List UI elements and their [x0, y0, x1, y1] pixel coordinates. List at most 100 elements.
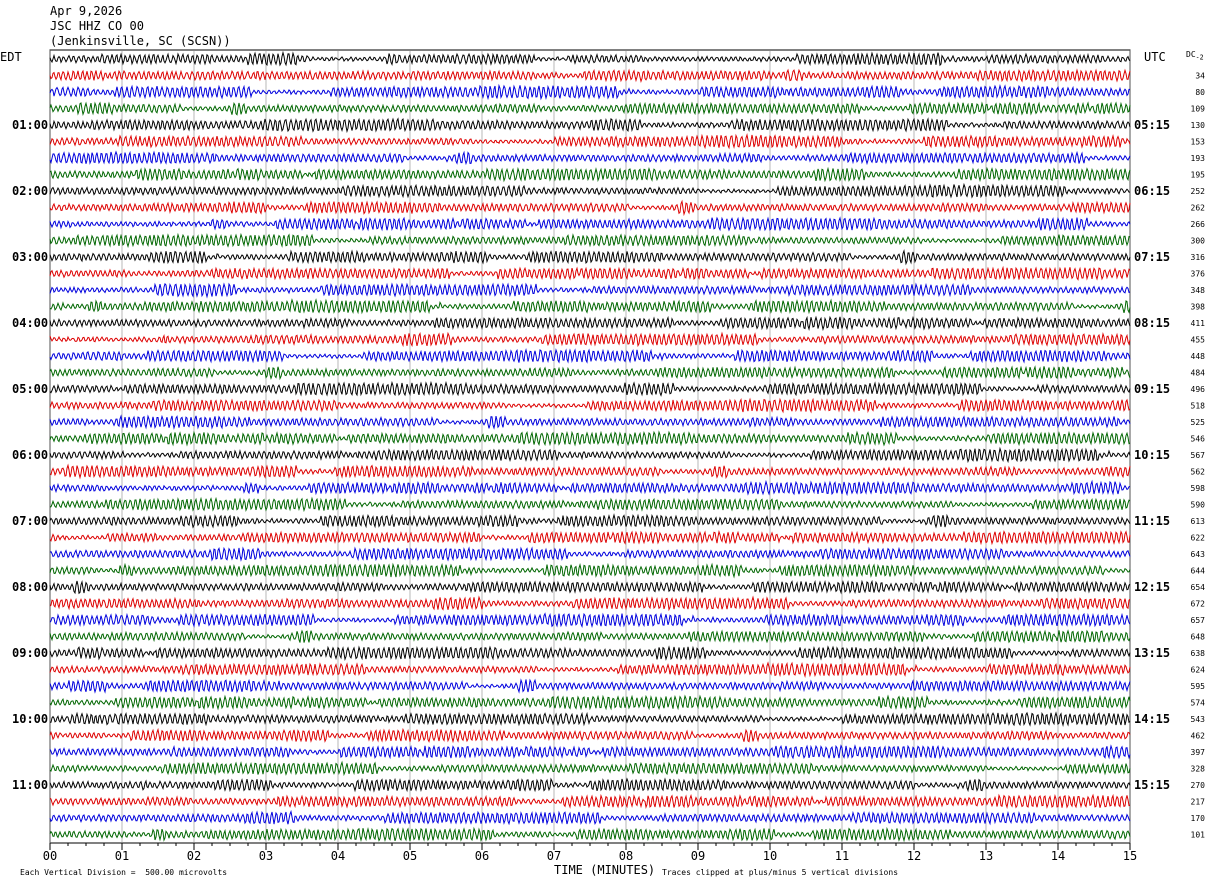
trace-line [49, 463, 1131, 480]
dc-offset-label: 411 [1191, 319, 1206, 328]
dc-offset-label: 270 [1191, 781, 1206, 790]
dc-offset-label: 398 [1191, 303, 1206, 312]
dc-offset-label: 643 [1191, 550, 1206, 559]
dc-offset-label: 624 [1191, 666, 1206, 675]
trace-line [49, 678, 1131, 694]
x-tick-label: 00 [43, 849, 57, 863]
x-tick-label: 15 [1123, 849, 1137, 863]
trace-line [49, 612, 1131, 629]
trace-line [49, 809, 1131, 826]
dc-offset-label: 518 [1191, 402, 1206, 411]
trace-line [49, 133, 1131, 150]
dc-offset-label: 525 [1191, 418, 1206, 427]
station-channel: JSC HHZ CO 00 [50, 19, 144, 33]
dc-offset-label: 638 [1191, 649, 1206, 658]
left-hour-label: 04:00 [12, 316, 48, 330]
trace-line [49, 232, 1131, 249]
left-hour-label: 02:00 [12, 184, 48, 198]
trace-line [50, 711, 1131, 727]
x-tick-label: 12 [907, 849, 921, 863]
trace-line [49, 760, 1131, 777]
left-hour-label: 10:00 [12, 712, 48, 726]
dc-offset-label: 574 [1191, 699, 1206, 708]
dc-offset-label: 262 [1191, 204, 1206, 213]
x-tick-label: 07 [547, 849, 561, 863]
trace-line [49, 166, 1131, 183]
plot-frame [49, 49, 1131, 844]
trace-line [49, 496, 1131, 513]
dc-offset-label: 217 [1191, 798, 1206, 807]
dc-offset-label: 80 [1195, 88, 1205, 97]
dc-label: DC-2 [1186, 50, 1204, 62]
right-hour-label: 10:15 [1134, 448, 1170, 462]
dc-offset-label: 34 [1195, 72, 1205, 81]
trace-line [49, 68, 1131, 83]
trace-line [49, 694, 1131, 711]
trace-line [49, 265, 1131, 281]
trace-line [49, 397, 1131, 414]
trace-line [49, 248, 1131, 266]
x-tick-label: 10 [763, 849, 777, 863]
trace-line [49, 579, 1131, 595]
x-tick-label: 09 [691, 849, 705, 863]
dc-offset-label: 455 [1191, 336, 1206, 345]
x-tick-label: 06 [475, 849, 489, 863]
trace-line [49, 430, 1131, 447]
trace-line [49, 182, 1130, 199]
right-hour-label: 05:15 [1134, 118, 1170, 132]
dc-offset-label: 672 [1191, 600, 1206, 609]
right-hour-label: 15:15 [1134, 778, 1170, 792]
left-timezone-label: EDT [0, 50, 22, 64]
right-hour-label: 14:15 [1134, 712, 1170, 726]
right-timezone-label: UTC [1144, 50, 1166, 64]
trace-line [49, 365, 1131, 381]
right-hour-label: 08:15 [1134, 316, 1170, 330]
right-hour-label: 11:15 [1134, 514, 1170, 528]
trace-line [49, 414, 1131, 430]
dc-offset-label: 622 [1191, 534, 1206, 543]
dc-offset-label: 613 [1191, 517, 1206, 526]
left-hour-label: 08:00 [12, 580, 48, 594]
station-location: (Jenkinsville, SC (SCSN)) [50, 34, 231, 48]
trace-line [49, 446, 1131, 464]
dc-offset-label: 193 [1191, 154, 1206, 163]
scale-note: Each Vertical Division = 500.00 microvol… [20, 868, 228, 877]
trace-line [49, 380, 1131, 397]
dc-offset-label: 644 [1191, 567, 1206, 576]
x-tick-label: 11 [835, 849, 849, 863]
right-hour-label: 06:15 [1134, 184, 1170, 198]
x-tick-label: 01 [115, 849, 129, 863]
x-tick-label: 03 [259, 849, 273, 863]
dc-offset-label: 595 [1191, 682, 1206, 691]
x-tick-label: 13 [979, 849, 993, 863]
dc-offset-label: 567 [1191, 451, 1206, 460]
trace-line [49, 727, 1131, 744]
left-hour-label: 05:00 [12, 382, 48, 396]
dc-offset-label: 546 [1191, 435, 1206, 444]
dc-offset-label: 109 [1191, 105, 1206, 114]
dc-offset-label: 316 [1191, 253, 1206, 262]
trace-line [49, 744, 1131, 760]
trace-line [49, 216, 1131, 232]
seismic-traces [49, 50, 1131, 843]
trace-line [49, 793, 1131, 809]
trace-line [49, 117, 1131, 134]
trace-line [49, 479, 1131, 497]
trace-line [49, 777, 1131, 793]
left-hour-label: 06:00 [12, 448, 48, 462]
trace-line [49, 826, 1131, 843]
trace-line [49, 50, 1131, 67]
trace-line [49, 513, 1131, 529]
trace-line [49, 629, 1131, 644]
trace-line [49, 83, 1130, 101]
dc-offset-label: 590 [1191, 501, 1206, 510]
x-tick-label: 02 [187, 849, 201, 863]
right-hour-label: 09:15 [1134, 382, 1170, 396]
dc-offset-label: 348 [1191, 286, 1206, 295]
dc-offset-label: 543 [1191, 715, 1206, 724]
trace-line [49, 298, 1131, 315]
dc-offset-label: 376 [1191, 270, 1206, 279]
dc-offset-label: 484 [1191, 369, 1206, 378]
right-hour-label: 13:15 [1134, 646, 1170, 660]
